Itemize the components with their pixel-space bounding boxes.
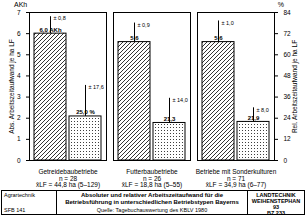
svg-text:25,0 %: 25,0 % xyxy=(76,109,95,115)
svg-text:2: 2 xyxy=(17,114,21,121)
svg-text:6,0 AKh: 6,0 AKh xyxy=(39,27,61,33)
svg-text:Betriebe mit Sonderkulturenn =: Betriebe mit Sonderkulturenn = 71x̄LF = … xyxy=(196,168,277,189)
svg-text:0: 0 xyxy=(17,157,21,164)
svg-text:Getreidebaubetrieben = 28x̄LF: Getreidebaubetrieben = 28x̄LF = 44,8 ha … xyxy=(36,168,100,189)
svg-text:5,6: 5,6 xyxy=(214,35,223,41)
html-text:93: 93 xyxy=(272,204,280,210)
svg-text:± 0,9: ± 0,9 xyxy=(138,22,150,28)
svg-text:Abs. Arbeitszeitaufwand je ha: Abs. Arbeitszeitaufwand je ha LF xyxy=(8,39,16,134)
svg-text:7: 7 xyxy=(17,9,21,16)
svg-text:36: 36 xyxy=(283,93,291,101)
svg-text:± 1,0: ± 1,0 xyxy=(222,20,234,26)
svg-text:24: 24 xyxy=(283,114,291,122)
svg-text:Futterbaubetrieben = 26x̄LF =: Futterbaubetrieben = 26x̄LF = 18,8 ha (5… xyxy=(122,168,183,189)
svg-text:Rel. Arbeitszeitaufwand je ha: Rel. Arbeitszeitaufwand je ha LF xyxy=(291,40,299,133)
html-text:AKh: AKh xyxy=(14,1,28,8)
svg-text:72: 72 xyxy=(284,30,292,37)
svg-text:3: 3 xyxy=(17,93,21,100)
svg-text:60: 60 xyxy=(283,50,291,58)
svg-text:1: 1 xyxy=(17,135,21,142)
svg-text:48: 48 xyxy=(283,72,291,79)
svg-text:5,6: 5,6 xyxy=(130,35,139,41)
html-text:BZ 233: BZ 233 xyxy=(267,210,285,216)
svg-text:± 17,6: ± 17,6 xyxy=(89,84,104,90)
svg-text:6: 6 xyxy=(17,30,21,37)
svg-text:0: 0 xyxy=(284,157,288,164)
svg-text:21,9: 21,9 xyxy=(248,115,260,121)
svg-text:5: 5 xyxy=(17,51,21,58)
svg-text:± 14,0: ± 14,0 xyxy=(173,97,188,103)
html-text:Agrartechnik: Agrartechnik xyxy=(4,192,35,198)
html-text:SFB 141: SFB 141 xyxy=(4,207,26,213)
svg-text:± 8,0: ± 8,0 xyxy=(257,107,269,113)
svg-text:21,3: 21,3 xyxy=(164,116,176,122)
svg-text:± 0,8: ± 0,8 xyxy=(54,15,66,21)
html-text:Quelle: Tagebuchauswertung des: Quelle: Tagebuchauswertung des KBLV 1980 xyxy=(96,207,208,213)
svg-text:4: 4 xyxy=(17,72,21,79)
html-text:LANDTECHNIK WEIHENSTEPHAN: LANDTECHNIK WEIHENSTEPHAN xyxy=(251,192,301,204)
svg-text:12: 12 xyxy=(284,135,292,142)
html-text:Absoluter und relativer Arbeit: Absoluter und relativer Arbeitszeitaufwa… xyxy=(65,192,239,205)
svg-text:84: 84 xyxy=(284,9,292,16)
